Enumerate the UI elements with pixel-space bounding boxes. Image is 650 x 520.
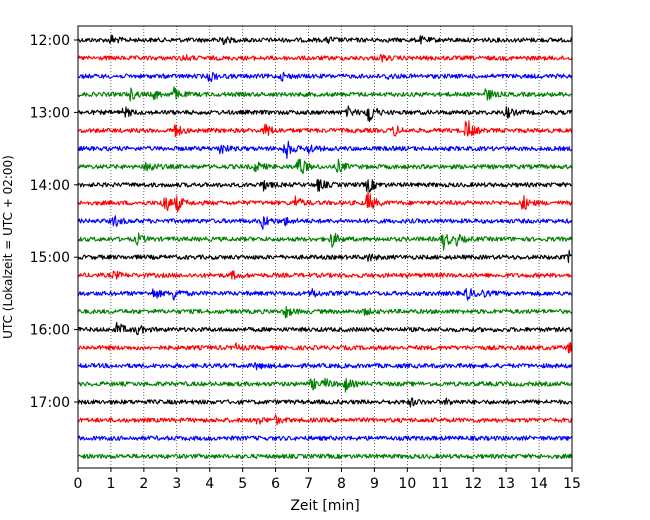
y-tick-label-1300: 13:00 [30,105,70,121]
trace-1245 [77,86,573,102]
x-tick-label-11: 11 [431,476,449,492]
trace-1600 [77,321,573,336]
trace-1515 [77,270,573,280]
x-tick-label-6: 6 [271,476,280,492]
trace-1215 [77,53,573,63]
trace-1330 [77,140,573,160]
trace-1630 [77,361,573,371]
x-tick-label-14: 14 [530,476,548,492]
x-tick-label-9: 9 [370,476,379,492]
x-tick-label-8: 8 [337,476,346,492]
x-tick-label-2: 2 [139,476,148,492]
trace-1730 [77,435,573,441]
trace-1315 [77,120,573,137]
y-axis-ticks: 12:00 13:00 14:00 15:00 16:00 17:00 [30,33,78,411]
x-tick-label-12: 12 [464,476,482,492]
y-tick-label-1700: 17:00 [30,395,70,411]
x-tick-label-3: 3 [172,476,181,492]
trace-1745 [77,453,573,460]
trace-1615 [77,342,573,354]
y-tick-label-1400: 14:00 [30,178,70,194]
x-tick-label-5: 5 [238,476,247,492]
trace-1400 [77,178,573,193]
x-tick-label-7: 7 [304,476,313,492]
trace-1430 [77,215,573,230]
y-tick-label-1200: 12:00 [30,33,70,49]
x-tick-label-1: 1 [106,476,115,492]
y-tick-label-1600: 16:00 [30,323,70,339]
trace-1345 [77,158,573,174]
trace-1445 [77,232,573,251]
x-tick-label-15: 15 [563,476,581,492]
trace-1645 [77,377,573,393]
trace-1700 [77,397,573,408]
trace-1415 [77,190,573,213]
x-axis-ticks: 0 1 2 3 4 5 6 7 8 9 10 11 12 13 14 15 [74,468,581,492]
plot-frame [77,25,573,469]
y-tick-label-1500: 15:00 [30,250,70,266]
x-tick-label-10: 10 [398,476,416,492]
trace-1715 [77,414,573,426]
x-axis-label: Zeit [min] [290,498,359,514]
trace-1545 [77,306,573,319]
trace-1500 [77,249,573,264]
trace-1200 [77,34,573,45]
x-tick-label-13: 13 [497,476,515,492]
x-tick-label-0: 0 [74,476,83,492]
trace-1530 [77,287,573,301]
seismic-traces [77,34,573,460]
trace-1300 [77,105,573,123]
x-tick-label-4: 4 [205,476,214,492]
trace-1230 [77,71,573,83]
y-axis-label: UTC (Lokalzeit = UTC + 02:00) [1,155,15,339]
